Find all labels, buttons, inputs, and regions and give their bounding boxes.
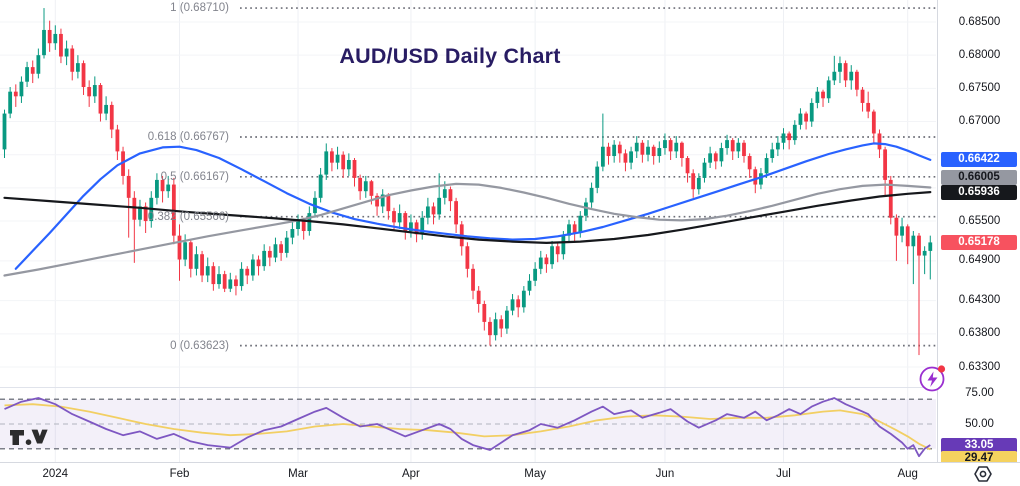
price-label: 0.65936 bbox=[941, 184, 1017, 200]
tradingview-logo bbox=[9, 426, 49, 453]
rsi-axis-tick: 50.00 bbox=[965, 417, 994, 430]
x-axis-tick: 2024 bbox=[42, 468, 69, 480]
y-axis-tick: 0.63300 bbox=[958, 360, 1001, 373]
x-axis-tick: Aug bbox=[897, 468, 918, 480]
gridlines bbox=[0, 0, 936, 462]
candlestick-series bbox=[2, 8, 933, 356]
price-label: 0.65178 bbox=[941, 234, 1017, 250]
x-axis-tick: Feb bbox=[169, 468, 190, 480]
pane-settings-hexagon-icon[interactable] bbox=[972, 464, 994, 486]
y-axis-tick: 0.65500 bbox=[958, 214, 1001, 227]
time-axis[interactable]: 2024 Feb Mar Apr May Jun Jul Aug bbox=[0, 462, 1020, 486]
price-axis[interactable]: 0.68500 0.68000 0.67500 0.67000 0.65500 0.649… bbox=[937, 0, 1020, 466]
rsi-band bbox=[0, 398, 936, 450]
fib-retracement-lines[interactable] bbox=[240, 7, 936, 347]
price-label: 0.66422 bbox=[941, 152, 1017, 168]
y-axis-tick: 0.67000 bbox=[958, 115, 1001, 128]
y-axis-tick: 0.67500 bbox=[958, 81, 1001, 94]
lightning-bolt-glyph bbox=[927, 371, 938, 387]
y-axis-tick: 0.68000 bbox=[958, 48, 1001, 61]
notification-dot bbox=[937, 365, 946, 373]
y-axis-tick: 0.64300 bbox=[958, 294, 1001, 307]
x-axis-tick: Jun bbox=[655, 468, 675, 480]
x-axis-tick: Mar bbox=[288, 468, 308, 480]
chart-title: AUD/USD Daily Chart bbox=[339, 44, 561, 68]
y-axis-tick: 0.68500 bbox=[958, 15, 1001, 28]
rsi-value-label: 29.47 bbox=[941, 450, 1017, 466]
rsi-value-label: 33.05 bbox=[941, 437, 1017, 453]
price-label: 0.66005 bbox=[941, 169, 1017, 185]
rsi-indicator-lines bbox=[4, 397, 931, 458]
moving-average-lines bbox=[3, 142, 932, 277]
y-axis-tick: 0.64900 bbox=[958, 254, 1001, 267]
flash-lightning-icon[interactable] bbox=[916, 361, 950, 400]
x-axis-tick: Apr bbox=[401, 468, 420, 480]
rsi-axis-tick: 75.00 bbox=[965, 386, 994, 399]
y-axis-tick: 0.63800 bbox=[958, 327, 1001, 340]
x-axis-tick: Jul bbox=[776, 468, 791, 480]
x-axis-tick: May bbox=[524, 468, 546, 480]
